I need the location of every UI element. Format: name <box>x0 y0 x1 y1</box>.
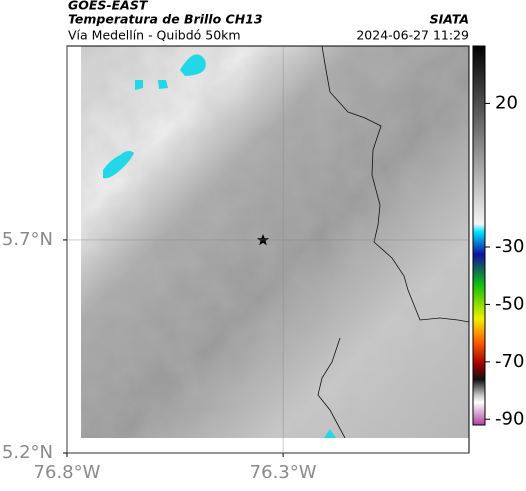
cold-cloud <box>180 54 206 76</box>
cold-cloud <box>324 429 336 438</box>
timestamp: 2024-06-27 11:29 <box>356 28 469 43</box>
border <box>317 337 346 438</box>
x-tick-label: 76.3°W <box>250 462 317 483</box>
colorbar-label: 20 <box>495 92 518 113</box>
route: Vía Medellín - Quibdó 50km <box>68 28 241 43</box>
cold-cloud <box>158 80 168 89</box>
colorbar-label: -90 <box>495 408 524 429</box>
org: SIATA <box>430 12 469 27</box>
product: Temperatura de Brillo CH13 <box>68 12 263 27</box>
source: GOES-EAST <box>68 0 149 13</box>
cold-cloud <box>103 150 134 179</box>
satellite-image <box>81 46 469 438</box>
image-texture <box>81 46 469 438</box>
y-tick-label: 5.7°N <box>2 229 53 250</box>
colorbar-label: -70 <box>495 351 524 372</box>
colorbar <box>472 45 486 426</box>
cold-cloud <box>135 80 143 90</box>
y-tick-label: 5.2°N <box>2 442 53 463</box>
colorbar-label: -30 <box>495 236 524 257</box>
border <box>321 46 469 323</box>
x-tick-label: 76.8°W <box>34 462 101 483</box>
colorbar-label: -50 <box>495 293 524 314</box>
